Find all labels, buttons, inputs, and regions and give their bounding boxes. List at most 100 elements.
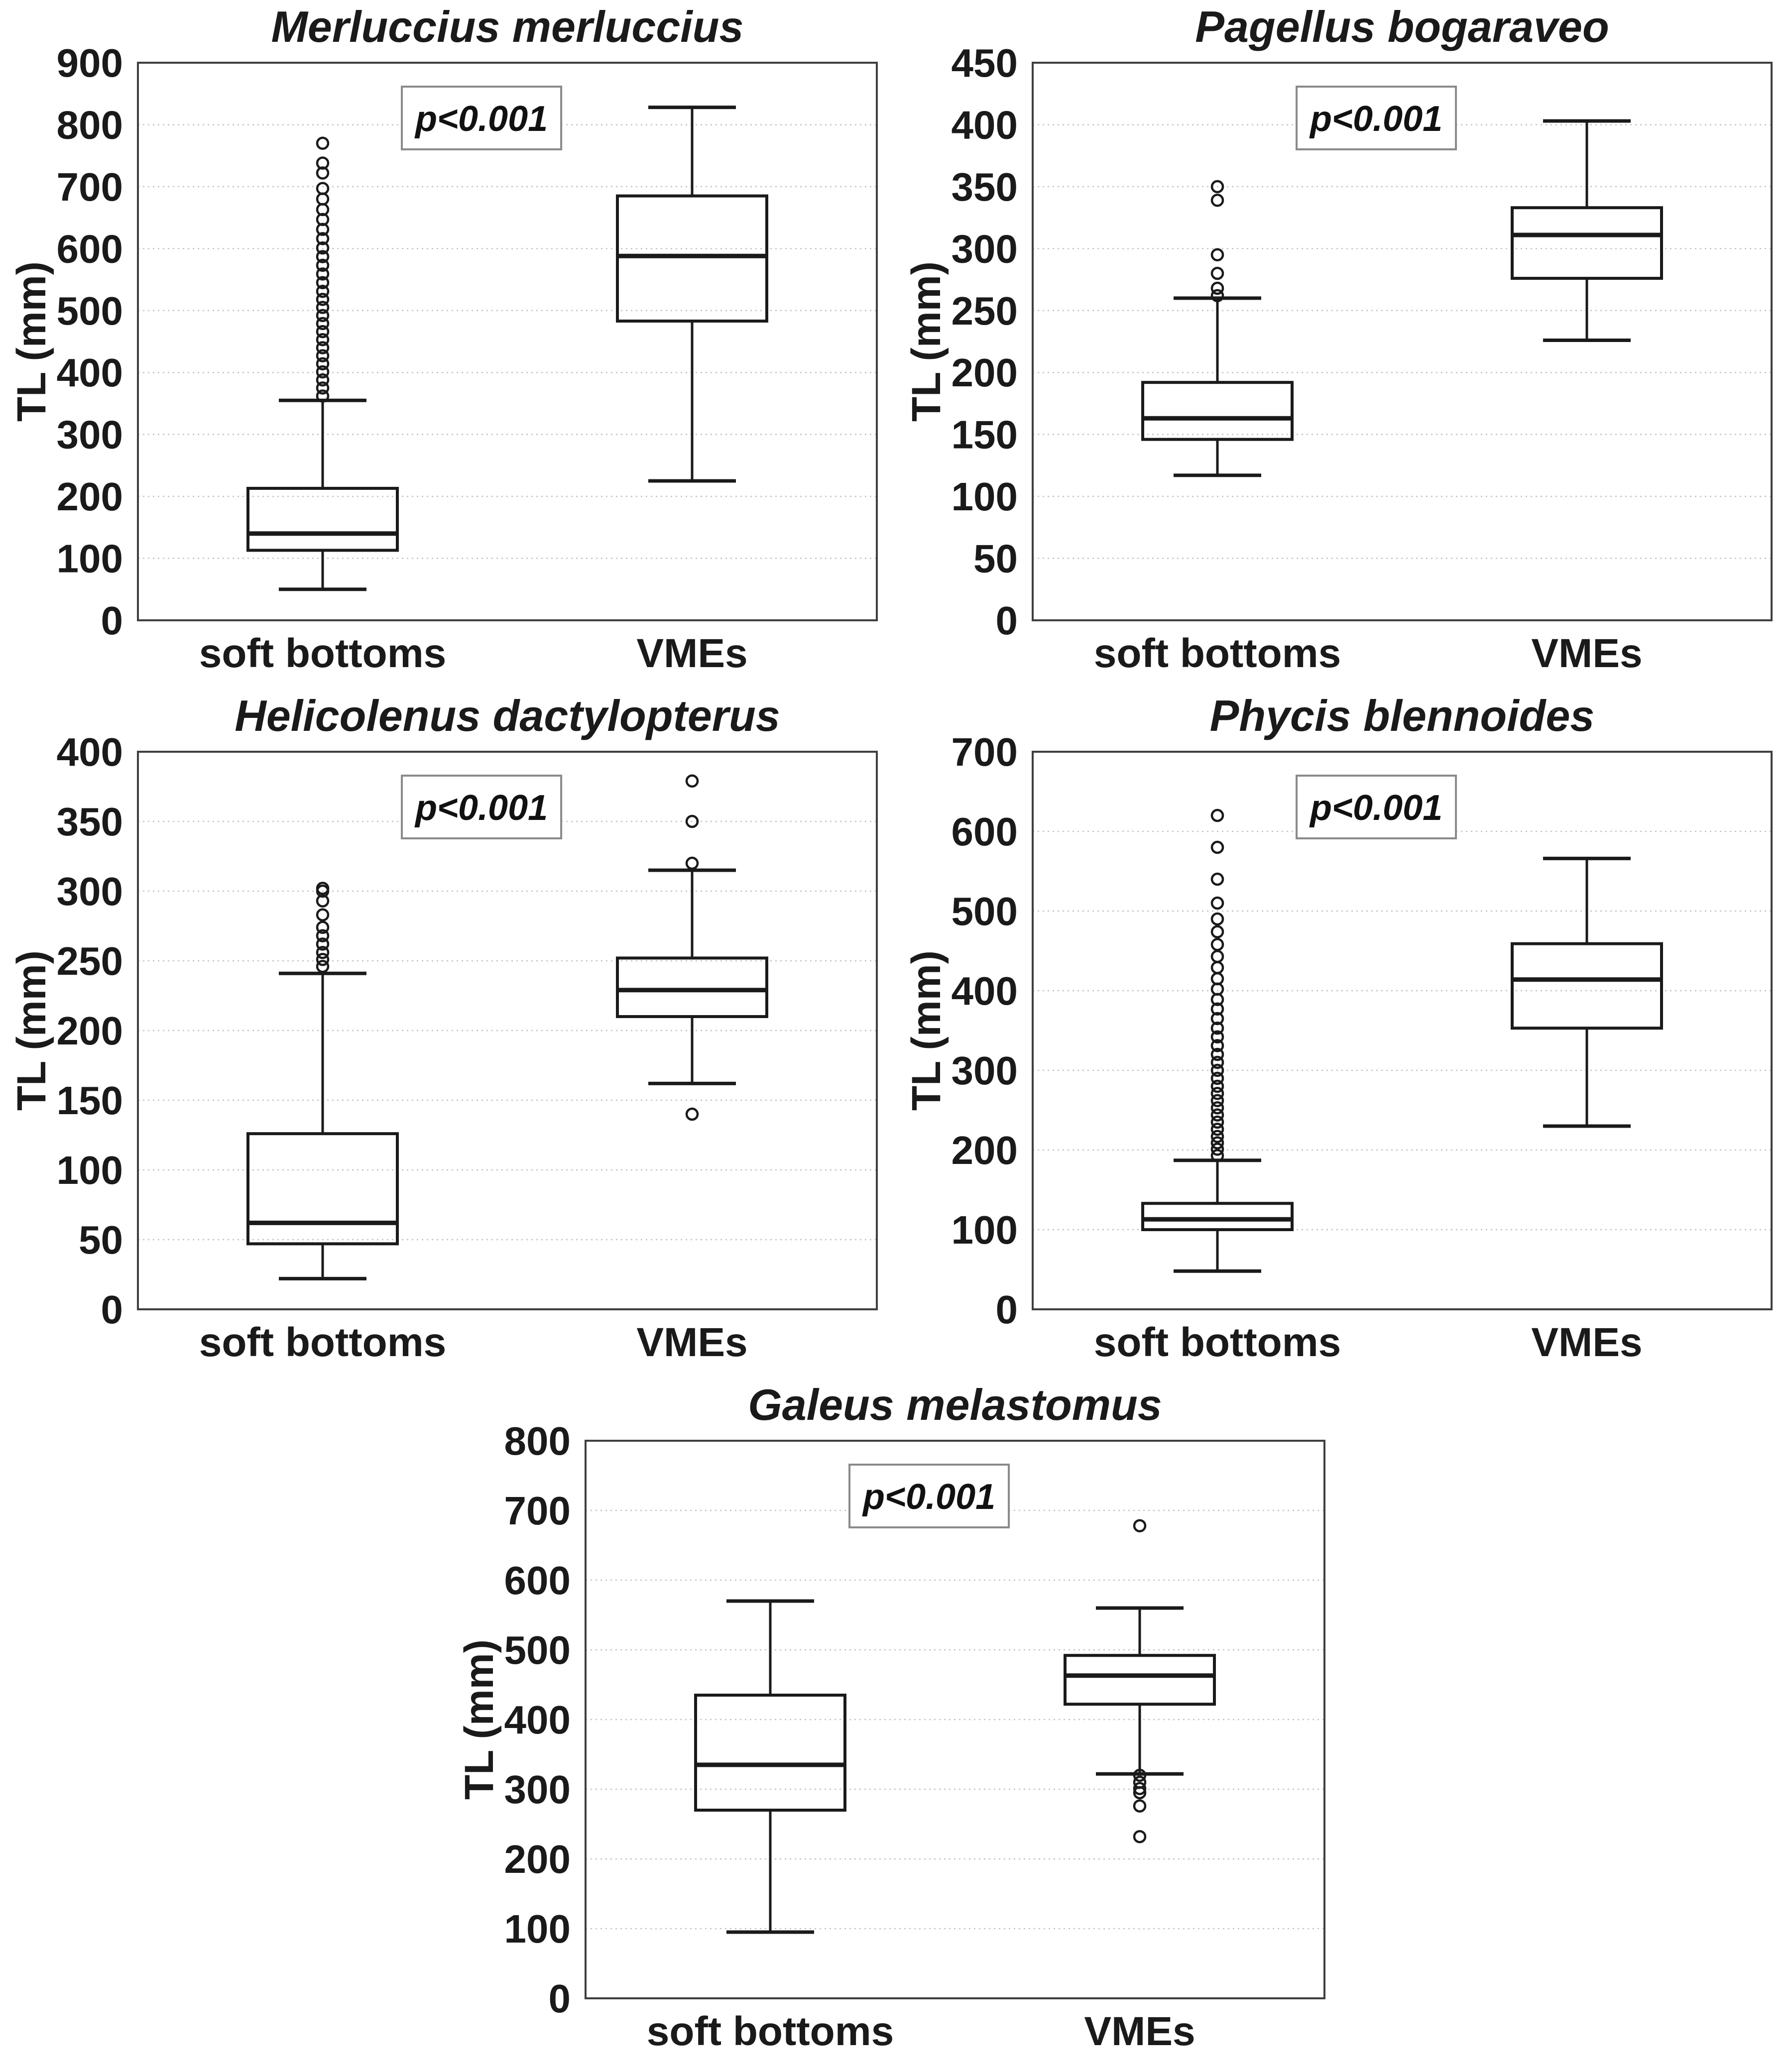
p-value-label: p<0.001 xyxy=(1309,788,1442,828)
outlier-point xyxy=(1210,1071,1224,1085)
p-value-box xyxy=(1296,775,1457,839)
y-tick-label: 50 xyxy=(973,537,1018,581)
boxplot-chart: 0 50 100 150 200 250 300 350 400 450 TL (mm) Pagell… xyxy=(904,2,1773,676)
chart-title: Helicolenus dactylopterus xyxy=(235,693,780,740)
outlier-point xyxy=(316,136,329,150)
y-tick-label: 350 xyxy=(952,165,1018,209)
iqr-box xyxy=(1141,381,1294,441)
x-category-label: soft bottoms xyxy=(199,631,446,676)
x-category-label: soft bottoms xyxy=(646,2009,893,2054)
outlier-point xyxy=(1210,1115,1224,1129)
x-category-label: VMEs xyxy=(1531,1320,1642,1365)
outlier-point xyxy=(1210,1030,1224,1044)
outlier-point xyxy=(1210,808,1224,822)
outlier-point xyxy=(1210,194,1224,207)
box-series xyxy=(246,882,399,1280)
outlier-point xyxy=(316,317,329,331)
y-tick-label: 100 xyxy=(952,1208,1018,1252)
outlier-point xyxy=(316,232,329,245)
outlier-point xyxy=(316,309,329,322)
y-axis-label: TL (mm) xyxy=(904,950,949,1111)
boxplot-chart: 0 100 200 300 400 500 600 700 800 900 TL (mm) Merlu… xyxy=(9,2,878,676)
chart-title: Pagellus bogaraveo xyxy=(1195,4,1609,51)
iqr-box xyxy=(615,956,768,1019)
y-tick-label: 300 xyxy=(952,227,1018,271)
y-tick-label: 400 xyxy=(56,350,122,395)
outlier-point xyxy=(1210,289,1224,303)
y-tick-label: 150 xyxy=(952,413,1018,457)
outlier-point xyxy=(1210,1136,1224,1150)
y-tick-label: 700 xyxy=(56,165,122,209)
x-category-label: VMEs xyxy=(636,631,747,676)
p-value-label: p<0.001 xyxy=(1309,99,1442,139)
outlier-point xyxy=(1210,1143,1224,1156)
box-series xyxy=(246,136,399,591)
p-value-box xyxy=(400,775,562,839)
outlier-point xyxy=(1210,1063,1224,1077)
iqr-box xyxy=(615,194,768,323)
y-tick-label: 600 xyxy=(504,1558,570,1603)
y-tick-label: 400 xyxy=(952,969,1018,1013)
outlier-point xyxy=(316,182,329,195)
chart-panel: 0 50 100 150 200 250 300 350 400 450 TL (mm) Pagell… xyxy=(904,2,1781,681)
chart-panel: 0 100 200 300 400 500 600 700 800 TL (mm) Galeus m… xyxy=(457,1380,1333,2059)
y-tick-label: 700 xyxy=(504,1489,570,1533)
y-tick-label: 300 xyxy=(56,869,122,914)
outlier-point xyxy=(1210,961,1224,974)
x-category-label: soft bottoms xyxy=(1094,631,1341,676)
iqr-box xyxy=(694,1694,846,1812)
outlier-point xyxy=(316,250,329,263)
outlier-point xyxy=(1210,1079,1224,1093)
chart-title: Galeus melastomus xyxy=(748,1382,1162,1429)
x-category-label: soft bottoms xyxy=(199,1320,446,1365)
outlier-point xyxy=(1133,1782,1146,1795)
outlier-point xyxy=(316,921,329,934)
box-series xyxy=(615,106,768,483)
p-value-box xyxy=(1296,86,1457,150)
outlier-point xyxy=(316,945,329,959)
outlier-point xyxy=(1210,1087,1224,1100)
outlier-point xyxy=(1210,840,1224,854)
outlier-point xyxy=(1210,1094,1224,1108)
box-series xyxy=(1063,1519,1216,1843)
y-tick-label: 900 xyxy=(56,41,122,85)
y-tick-label: 700 xyxy=(952,730,1018,774)
plot-border xyxy=(584,1440,1325,1999)
y-tick-label: 200 xyxy=(952,1128,1018,1172)
outlier-point xyxy=(316,333,329,346)
boxplot-chart: 0 100 200 300 400 500 600 700 TL (mm) Phycis blen… xyxy=(904,691,1773,1365)
outlier-point xyxy=(316,276,329,290)
outlier-point xyxy=(1210,925,1224,938)
outlier-point xyxy=(1210,266,1224,280)
outlier-point xyxy=(1210,1108,1224,1122)
outlier-point xyxy=(1210,1149,1224,1162)
y-tick-label: 600 xyxy=(56,227,122,271)
outlier-point xyxy=(1133,1786,1146,1800)
outlier-point xyxy=(316,908,329,921)
p-value-box xyxy=(400,86,562,150)
outlier-point xyxy=(685,774,699,788)
y-axis-label: TL (mm) xyxy=(904,261,949,422)
y-tick-label: 200 xyxy=(56,474,122,519)
outlier-point xyxy=(1133,1830,1146,1843)
iqr-box xyxy=(1511,942,1663,1030)
y-tick-label: 400 xyxy=(504,1698,570,1742)
p-value-box xyxy=(848,1464,1010,1528)
x-category-label: VMEs xyxy=(1531,631,1642,676)
outlier-point xyxy=(316,258,329,272)
y-axis-label: TL (mm) xyxy=(9,261,54,422)
y-axis-label: TL (mm) xyxy=(457,1639,502,1800)
outlier-point xyxy=(1210,1012,1224,1026)
outlier-point xyxy=(1210,1130,1224,1144)
y-tick-label: 150 xyxy=(56,1078,122,1123)
y-tick-label: 800 xyxy=(56,103,122,147)
y-tick-label: 200 xyxy=(952,350,1018,395)
y-tick-label: 0 xyxy=(101,598,123,643)
outlier-point xyxy=(316,952,329,966)
outlier-point xyxy=(316,373,329,387)
iqr-box xyxy=(246,486,399,552)
outlier-point xyxy=(316,341,329,354)
outlier-point xyxy=(316,929,329,942)
